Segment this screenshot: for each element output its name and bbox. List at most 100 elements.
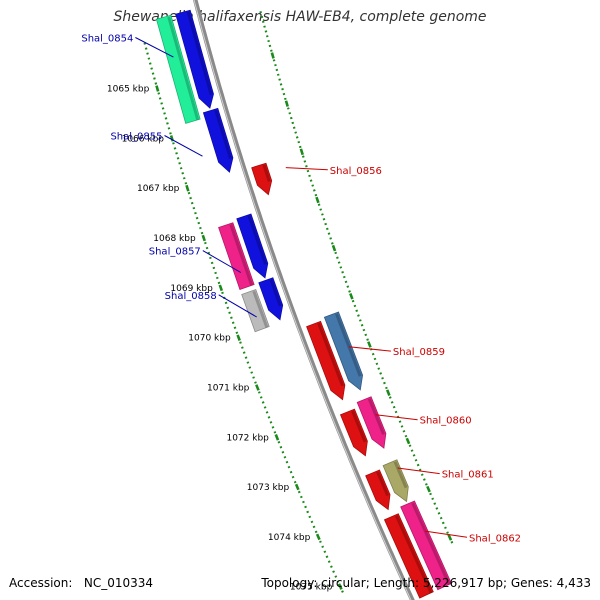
gene-arrow-shade	[229, 224, 254, 286]
left-ruler-minor-tick	[204, 241, 207, 245]
right-ruler-minor-tick	[336, 256, 339, 259]
left-ruler-minor-tick	[189, 196, 192, 200]
left-ruler-minor-tick	[178, 162, 181, 165]
right-ruler-minor-tick	[321, 213, 324, 216]
left-ruler-minor-tick	[261, 401, 265, 404]
left-ruler-minor-tick	[146, 52, 149, 55]
gene-arrow	[218, 222, 255, 291]
right-label-leader	[375, 414, 418, 421]
right-ruler-minor-tick	[341, 271, 344, 274]
right-ruler-minor-tick	[264, 30, 268, 33]
gene-arrow	[306, 320, 346, 401]
right-ruler-minor-tick	[292, 126, 296, 129]
right-ruler-minor-tick	[294, 131, 298, 134]
right-ruler-minor-tick	[281, 88, 284, 91]
right-ruler-minor-tick	[319, 208, 323, 211]
left-ruler-minor-tick	[221, 291, 224, 295]
gene-arrow	[356, 396, 387, 449]
left-ruler-major-tick	[337, 583, 343, 590]
right-ruler-minor-tick	[312, 189, 316, 192]
map-title: Shewanella halifaxensis HAW-EB4, complet…	[113, 9, 487, 25]
left-ruler-minor-tick	[179, 167, 183, 170]
right-ruler-minor-tick	[263, 25, 266, 28]
left-ruler-major-tick	[218, 284, 224, 292]
left-ruler-minor-tick	[281, 451, 285, 454]
ruler-label-1075: 1075 kbp	[290, 583, 333, 593]
left-ruler-minor-tick	[325, 555, 329, 559]
right-ruler-minor-tick	[385, 386, 388, 390]
right-ruler-minor-tick	[339, 266, 343, 269]
right-ruler-minor-tick	[429, 492, 432, 496]
left-ruler-minor-tick	[192, 206, 196, 210]
right-ruler-minor-tick	[373, 357, 377, 361]
accession-label: Accession:	[9, 576, 73, 590]
gene-label-shal-0859: Shal_0859	[393, 347, 445, 358]
right-ruler-minor-tick	[416, 463, 420, 467]
ruler-label-1074: 1074 kbp	[268, 533, 311, 543]
right-ruler-minor-tick	[424, 483, 428, 486]
right-ruler-minor-tick	[279, 83, 283, 86]
left-ruler-minor-tick	[161, 107, 165, 110]
right-ruler-minor-tick	[314, 193, 318, 197]
left-ruler-minor-tick	[323, 550, 327, 554]
genome-backbone-highlight	[193, 0, 412, 600]
right-ruler-minor-tick	[295, 136, 299, 139]
genome-stats-footer: Topology: circular; Length: 5,226,917 bp…	[261, 576, 591, 590]
left-ruler-major-tick	[315, 533, 321, 541]
right-ruler-minor-tick	[375, 362, 379, 365]
left-ruler-minor-tick	[285, 460, 289, 464]
left-ruler-minor-tick	[187, 191, 191, 195]
genes-value: 4,433	[556, 576, 591, 590]
right-ruler-minor-tick	[303, 160, 307, 163]
left-ruler-minor-tick	[240, 346, 244, 349]
left-ruler-minor-tick	[248, 366, 252, 369]
right-ruler-minor-tick	[394, 410, 398, 414]
left-ruler-minor-tick	[217, 281, 221, 285]
right-ruler-minor-tick	[377, 367, 381, 370]
right-ruler-minor-tick	[404, 434, 408, 438]
left-ruler-minor-tick	[197, 221, 201, 225]
ruler-label-1070: 1070 kbp	[188, 334, 231, 344]
gene-arrow-shade	[351, 410, 367, 443]
ruler-label-1065: 1065 kbp	[107, 85, 150, 95]
right-ruler-minor-tick	[444, 526, 447, 530]
right-ruler-minor-tick	[298, 145, 302, 149]
left-ruler-minor-tick	[224, 301, 228, 305]
gene-arrow	[383, 513, 434, 599]
right-ruler-major-tick	[385, 389, 391, 396]
gene-arrow	[236, 213, 269, 279]
left-ruler-minor-tick	[195, 216, 199, 220]
gene-arrow-shade	[269, 279, 282, 307]
left-ruler-minor-tick	[194, 211, 197, 215]
right-ruler-minor-tick	[366, 338, 369, 341]
right-ruler-minor-tick	[261, 20, 265, 24]
right-label-leader	[348, 346, 391, 352]
left-ruler-minor-tick	[233, 326, 237, 329]
right-ruler-minor-tick	[276, 73, 280, 76]
right-ruler-minor-tick	[346, 285, 350, 288]
left-ruler-minor-tick	[291, 475, 295, 479]
left-ruler-major-tick	[274, 434, 280, 441]
left-ruler-minor-tick	[160, 102, 163, 105]
right-ruler-minor-tick	[418, 468, 422, 472]
right-ruler-minor-tick	[275, 68, 279, 72]
right-ruler-minor-tick	[325, 227, 329, 231]
right-ruler-minor-tick	[358, 319, 362, 322]
gene-label-shal-0856: Shal_0856	[330, 166, 382, 177]
left-ruler-minor-tick	[175, 152, 178, 155]
left-ruler-major-tick	[185, 184, 190, 192]
right-ruler-major-tick	[315, 196, 320, 204]
left-ruler-minor-tick	[302, 500, 305, 504]
left-label-leader	[202, 250, 242, 273]
right-ruler-minor-tick	[309, 179, 313, 182]
left-ruler-minor-tick	[310, 520, 314, 524]
right-ruler-major-tick	[426, 485, 431, 493]
left-ruler-minor-tick	[199, 226, 202, 230]
right-ruler-minor-tick	[431, 497, 435, 501]
gene-label-shal-0855: Shal_0855	[110, 132, 162, 143]
right-ruler-minor-tick	[381, 376, 384, 380]
right-ruler-minor-tick	[435, 507, 439, 510]
right-ruler-major-tick	[270, 52, 275, 59]
left-ruler-minor-tick	[293, 480, 297, 484]
left-ruler-minor-tick	[277, 441, 281, 444]
